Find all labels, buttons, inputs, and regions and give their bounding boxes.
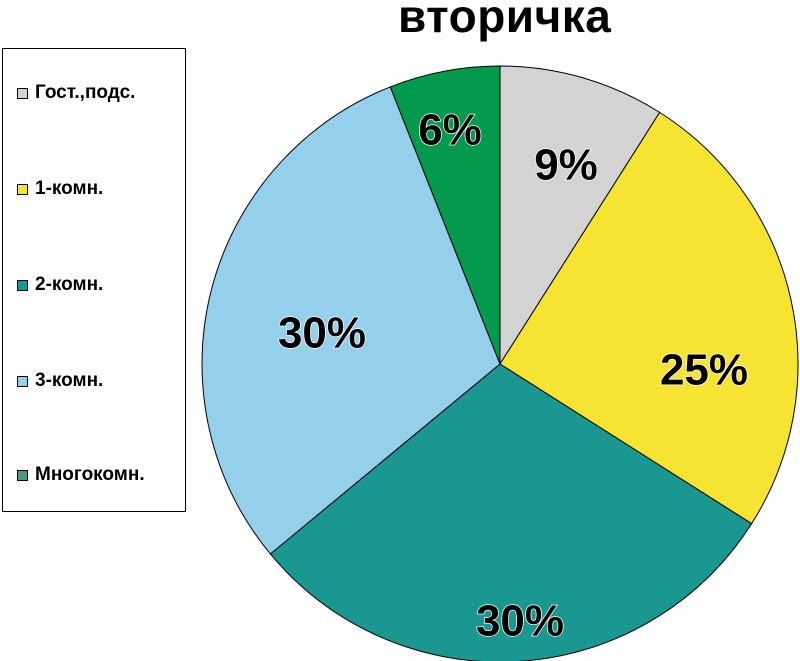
- legend-item-multiroom: Многокомн.: [17, 463, 145, 487]
- pie-slice-multiroom: [389, 65, 501, 365]
- data-label-3room: 30%: [278, 309, 366, 358]
- data-label-multiroom: 6%: [418, 106, 482, 155]
- legend-label-1room: 1-комн.: [35, 178, 104, 199]
- legend: Гост.,подс. 1-комн. 2-комн. 3-комн. Мног…: [2, 48, 186, 512]
- legend-swatch-3room: [17, 375, 28, 387]
- legend-label-guest: Гост.,подс.: [35, 82, 136, 103]
- legend-item-guest: Гост.,подс.: [17, 81, 135, 105]
- legend-swatch-2room: [17, 279, 28, 291]
- legend-label-3room: 3-комн.: [35, 370, 104, 391]
- pie-slice-2room: [269, 363, 753, 661]
- pie-slice-3room: [201, 86, 501, 555]
- data-label-1room: 25%: [660, 346, 748, 395]
- data-label-2room: 30%: [476, 597, 564, 646]
- pie-slice-guest: [499, 65, 661, 366]
- data-label-guest: 9%: [534, 141, 598, 190]
- legend-item-3room: 3-комн.: [17, 369, 103, 393]
- legend-label-2room: 2-комн.: [35, 274, 104, 295]
- legend-label-multiroom: Многокомн.: [35, 464, 145, 485]
- pie-slice-1room: [499, 111, 799, 525]
- legend-swatch-guest: [17, 87, 28, 99]
- legend-swatch-multiroom: [17, 469, 28, 481]
- chart-title: вторичка: [398, 0, 612, 42]
- legend-item-1room: 1-комн.: [17, 177, 103, 201]
- legend-swatch-1room: [17, 183, 28, 195]
- legend-item-2room: 2-комн.: [17, 273, 103, 297]
